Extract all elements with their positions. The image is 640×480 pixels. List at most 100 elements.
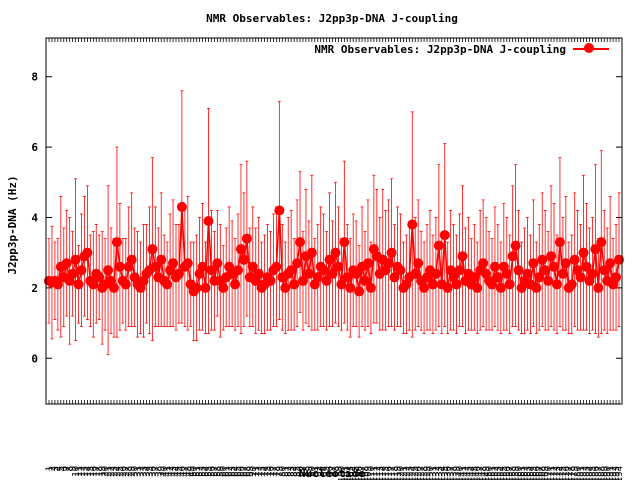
data-point (88, 279, 99, 290)
data-point (513, 265, 524, 276)
x-tick-label: 144 (467, 466, 477, 480)
x-tick-label: 71 (252, 466, 262, 477)
x-tick-label: 145 (470, 466, 480, 480)
x-tick-label: 100 (337, 466, 347, 480)
x-tick-label: 85 (293, 466, 303, 477)
x-tick-label: 21 (104, 466, 114, 477)
data-point (419, 282, 430, 293)
x-tick-label: 75 (264, 466, 274, 477)
x-tick-label: 184 (585, 466, 595, 480)
x-tick-label: 90 (308, 466, 318, 477)
x-tick-label: 125 (411, 466, 421, 480)
data-point (200, 282, 211, 293)
data-point (241, 233, 252, 244)
data-point (150, 261, 161, 272)
data-point (430, 268, 441, 279)
x-tick-label: 185 (588, 466, 598, 480)
x-tick-label: 141 (458, 466, 468, 480)
x-tick-label: 34 (142, 466, 152, 477)
data-point (569, 254, 580, 265)
plot-frame (45, 37, 623, 405)
x-tick-label: 16 (89, 466, 99, 477)
data-point (442, 282, 453, 293)
x-tick-label: 118 (391, 466, 401, 480)
x-tick-label: 91 (311, 466, 321, 477)
data-point (342, 272, 353, 283)
x-tick-label: 86 (296, 466, 306, 477)
y-axis-ticks: 0 2 4 6 8 (31, 71, 622, 365)
data-point (557, 268, 568, 279)
x-tick-label: 107 (358, 466, 368, 480)
x-tick-label: 13 (80, 466, 90, 477)
x-tick-label: 127 (417, 466, 427, 480)
data-point (457, 251, 468, 262)
x-tick-label: 101 (340, 466, 350, 480)
x-tick-label: 6 (60, 466, 70, 471)
x-tick-label: 105 (352, 466, 362, 480)
x-tick-label: 166 (532, 466, 542, 480)
x-tick-label: 110 (367, 466, 377, 480)
x-tick-label: 48 (184, 466, 194, 477)
x-tick-label: 160 (515, 466, 525, 480)
data-point (147, 244, 158, 255)
x-tick-label: 19 (98, 466, 108, 477)
data-point (327, 268, 338, 279)
x-tick-label: 61 (222, 466, 232, 477)
legend-marker (584, 43, 594, 53)
x-tick-label: 10 (72, 466, 82, 477)
data-point (76, 265, 87, 276)
x-tick-label: 28 (125, 466, 135, 477)
data-point (318, 265, 329, 276)
x-tick-label: 146 (473, 466, 483, 480)
x-axis-tick-labels: 1234567891011121314151617181920212223242… (45, 466, 625, 480)
x-tick-label: 7 (63, 466, 73, 471)
data-point (156, 254, 167, 265)
data-point (297, 275, 308, 286)
x-tick-label: 83 (287, 466, 297, 477)
x-tick-label: 35 (145, 466, 155, 477)
x-tick-label: 94 (320, 466, 330, 477)
data-point (451, 279, 462, 290)
x-tick-label: 30 (131, 466, 141, 477)
data-point (575, 272, 586, 283)
x-tick-label: 109 (364, 466, 374, 480)
data-point (537, 254, 548, 265)
x-tick-label: 2 (48, 466, 58, 471)
x-tick-label: 116 (385, 466, 395, 480)
x-tick-label: 114 (379, 466, 389, 480)
x-tick-label: 84 (290, 466, 300, 477)
data-point (108, 282, 119, 293)
x-tick-label: 4 (54, 466, 64, 471)
x-tick-label: 149 (482, 466, 492, 480)
x-tick-label: 120 (396, 466, 406, 480)
x-tick-label: 133 (435, 466, 445, 480)
x-tick-label: 60 (219, 466, 229, 477)
x-tick-label: 115 (382, 466, 392, 480)
data-point (522, 268, 533, 279)
data-point (280, 282, 291, 293)
data-point (410, 268, 421, 279)
x-tick-label: 168 (538, 466, 548, 480)
x-tick-label: 134 (438, 466, 448, 480)
data-point (111, 237, 122, 248)
x-tick-label: 148 (479, 466, 489, 480)
x-tick-label: 46 (178, 466, 188, 477)
x-tick-label: 41 (163, 466, 173, 477)
x-tick-label: 183 (583, 466, 593, 480)
data-point (510, 240, 521, 251)
data-point (469, 272, 480, 283)
x-tick-label: 113 (376, 466, 386, 480)
data-point (362, 258, 373, 269)
x-tick-label: 181 (577, 466, 587, 480)
data-point (70, 254, 81, 265)
x-tick-label: 180 (574, 466, 584, 480)
x-tick-label: 64 (231, 466, 241, 477)
x-tick-label: 147 (476, 466, 486, 480)
x-tick-label: 170 (544, 466, 554, 480)
x-tick-label: 31 (134, 466, 144, 477)
data-point (312, 272, 323, 283)
data-point (507, 251, 518, 262)
data-point (581, 261, 592, 272)
x-tick-label: 68 (243, 466, 253, 477)
x-tick-label: 165 (529, 466, 539, 480)
